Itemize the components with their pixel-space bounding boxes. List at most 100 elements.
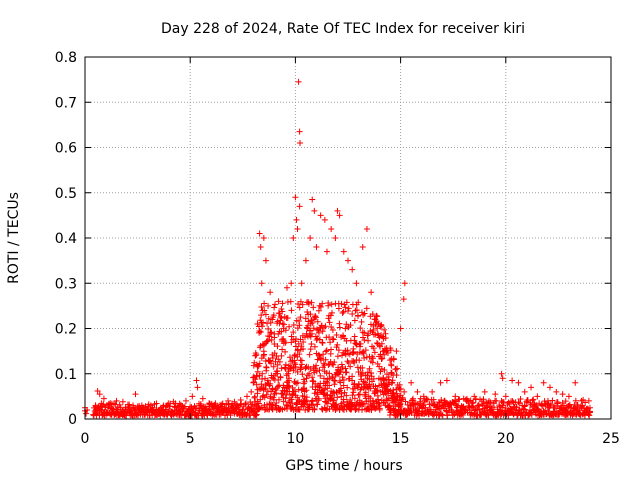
data-point [438, 396, 445, 403]
data-point [308, 299, 315, 306]
data-point [358, 309, 365, 316]
data-point [515, 399, 522, 406]
data-point [296, 203, 303, 210]
data-point [174, 404, 181, 411]
data-point [370, 375, 377, 382]
data-point [267, 380, 274, 387]
data-point [296, 304, 303, 311]
y-tick-label: 0.3 [55, 276, 77, 292]
data-point [305, 300, 312, 307]
data-point [368, 289, 375, 296]
data-point [309, 196, 316, 203]
data-point [366, 381, 373, 388]
data-point [443, 377, 450, 384]
data-point [379, 355, 386, 362]
data-point [296, 406, 303, 413]
data-point [319, 328, 326, 335]
data-point [390, 389, 397, 396]
data-point [307, 346, 314, 353]
data-point [340, 376, 347, 383]
data-point [312, 314, 319, 321]
data-point [260, 319, 267, 326]
data-point [356, 391, 363, 398]
data-point [345, 308, 352, 315]
data-point [356, 397, 363, 404]
data-point [389, 379, 396, 386]
data-point [381, 326, 388, 333]
data-point [345, 359, 352, 366]
data-point [337, 368, 344, 375]
data-point [493, 397, 500, 404]
data-point [360, 334, 367, 341]
data-point [248, 388, 255, 395]
data-point [257, 329, 264, 336]
data-point [296, 322, 303, 329]
data-point [343, 299, 350, 306]
data-point [302, 257, 309, 264]
data-point [472, 395, 479, 402]
data-point [269, 386, 276, 393]
data-point [338, 300, 345, 307]
data-point [271, 304, 278, 311]
data-point [402, 398, 409, 405]
data-point [315, 395, 322, 402]
data-point [260, 386, 267, 393]
data-point [372, 383, 379, 390]
data-point [342, 304, 349, 311]
data-point [492, 391, 499, 398]
data-point [194, 384, 201, 391]
data-point [356, 357, 363, 364]
data-point [378, 322, 385, 329]
data-point [328, 309, 335, 316]
data-point [110, 400, 117, 407]
data-point [364, 369, 371, 376]
data-point [483, 404, 490, 411]
data-point [273, 390, 280, 397]
data-point [282, 361, 289, 368]
data-point [279, 320, 286, 327]
data-point [261, 307, 268, 314]
data-point [363, 354, 370, 361]
data-point [189, 393, 196, 400]
data-point [285, 399, 292, 406]
axis-ticks: 0 5 10 15 20 25 0 0.1 0.2 0.3 0.4 0.5 0.6 0.7 0.8 [55, 50, 620, 447]
data-point [313, 244, 320, 251]
data-point [319, 300, 326, 307]
data-point [297, 336, 304, 343]
data-point [289, 384, 296, 391]
data-point [500, 398, 507, 405]
data-point [509, 377, 516, 384]
data-point [258, 303, 265, 310]
data-point [395, 384, 402, 391]
data-point [265, 302, 272, 309]
x-tick-label: 10 [286, 431, 304, 447]
data-point [297, 314, 304, 321]
data-point [272, 301, 279, 308]
data-point [382, 382, 389, 389]
data-point [344, 384, 351, 391]
data-point [180, 404, 187, 411]
data-point [372, 316, 379, 323]
data-point [534, 393, 541, 400]
data-point [333, 405, 340, 412]
data-point [458, 410, 465, 417]
data-point [562, 398, 569, 405]
data-point [400, 296, 407, 303]
data-point [313, 362, 320, 369]
data-point [476, 406, 483, 413]
data-point [311, 207, 318, 214]
data-point [283, 284, 290, 291]
data-point [362, 389, 369, 396]
data-point [572, 379, 579, 386]
data-point [350, 389, 357, 396]
data-point [353, 280, 360, 287]
data-point [331, 397, 338, 404]
data-point [387, 347, 394, 354]
data-point [334, 207, 341, 214]
data-point [353, 341, 360, 348]
data-point [313, 368, 320, 375]
data-point [255, 400, 262, 407]
data-point [260, 342, 267, 349]
data-point [257, 344, 264, 351]
data-point [358, 318, 365, 325]
